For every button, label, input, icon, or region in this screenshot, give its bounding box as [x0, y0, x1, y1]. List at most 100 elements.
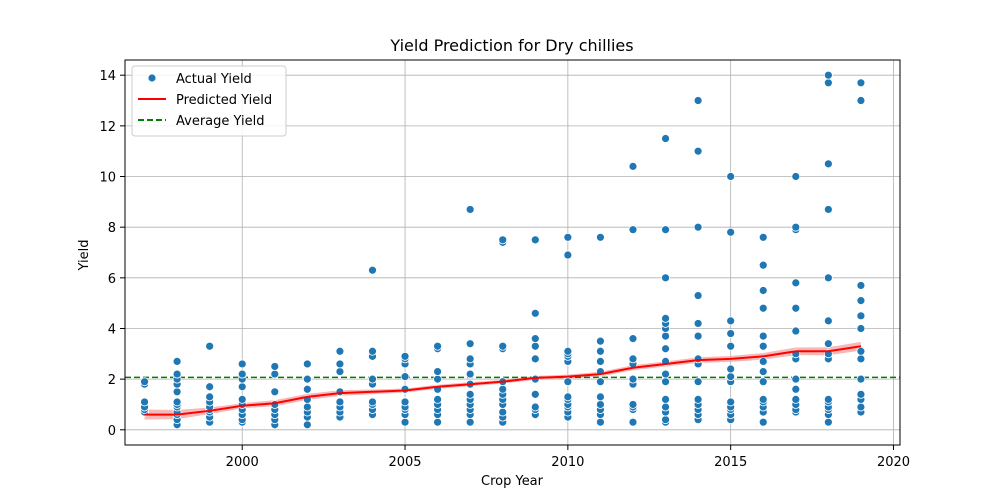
- actual-yield-point: [237, 369, 247, 379]
- actual-yield-point: [335, 346, 345, 356]
- actual-yield-points: [140, 70, 866, 430]
- actual-yield-point: [661, 134, 670, 143]
- actual-yield-point: [791, 222, 801, 232]
- actual-yield-point: [758, 232, 768, 242]
- actual-yield-point: [758, 377, 768, 387]
- legend-label-average-yield: Average Yield: [176, 114, 264, 129]
- actual-yield-point: [172, 397, 182, 407]
- actual-yield-point: [856, 96, 866, 105]
- actual-yield-point: [856, 402, 866, 412]
- predicted-yield-line-group: [144, 345, 862, 416]
- actual-yield-point: [726, 329, 736, 338]
- actual-yield-point: [661, 313, 670, 323]
- actual-yield-point: [856, 346, 866, 356]
- actual-yield-point: [335, 387, 345, 397]
- actual-yield-point: [465, 389, 475, 399]
- actual-yield-point: [693, 291, 703, 300]
- actual-yield-point: [530, 389, 540, 399]
- actual-yield-point: [823, 395, 833, 404]
- actual-yield-point: [758, 395, 768, 404]
- actual-yield-point: [693, 331, 703, 341]
- actual-yield-point: [465, 205, 475, 214]
- actual-yield-point: [368, 374, 377, 384]
- actual-yield-point: [693, 319, 703, 328]
- actual-yield-point: [563, 250, 573, 260]
- actual-yield-point: [335, 359, 345, 369]
- actual-yield-point: [205, 341, 215, 351]
- actual-yield-point: [726, 397, 736, 407]
- legend-marker-actual-yield: [147, 73, 157, 83]
- actual-yield-point: [596, 377, 605, 387]
- actual-yield-point: [661, 344, 670, 354]
- y-tick-label: 4: [108, 322, 116, 337]
- x-tick-label: 2015: [714, 455, 747, 470]
- actual-yield-point: [823, 417, 833, 427]
- predicted-yield-line: [144, 345, 862, 416]
- actual-yield-point: [726, 172, 736, 181]
- actual-yield-point: [628, 334, 638, 344]
- x-axis-ticks: 2000 2005 2010 2015 2020: [226, 445, 910, 470]
- actual-yield-point: [791, 384, 801, 394]
- actual-yield-point: [302, 384, 312, 394]
- actual-yield-point: [726, 372, 736, 382]
- actual-yield-point: [856, 389, 866, 399]
- actual-yield-point: [758, 417, 768, 427]
- actual-yield-point: [140, 377, 149, 387]
- actual-yield-point: [823, 273, 833, 283]
- actual-yield-point: [596, 392, 605, 402]
- actual-yield-point: [726, 316, 736, 326]
- actual-yield-point: [726, 227, 736, 237]
- actual-yield-point: [237, 359, 247, 369]
- actual-yield-point: [498, 407, 508, 417]
- y-tick-label: 0: [108, 424, 116, 439]
- y-tick-label: 6: [108, 272, 116, 287]
- legend-box: [131, 65, 287, 137]
- x-axis-label: Crop Year: [481, 474, 544, 489]
- y-axis-ticks: 0 2 4 6 8 10 12 14: [99, 69, 125, 439]
- actual-yield-point: [433, 374, 443, 384]
- actual-yield-point: [661, 369, 670, 379]
- actual-yield-point: [302, 374, 312, 384]
- actual-yield-point: [726, 364, 736, 374]
- y-tick-label: 10: [99, 171, 116, 186]
- actual-yield-point: [270, 362, 280, 371]
- actual-yield-point: [465, 339, 475, 349]
- actual-yield-point: [368, 346, 377, 356]
- actual-yield-point: [856, 281, 866, 290]
- actual-yield-point: [823, 159, 833, 169]
- actual-yield-point: [400, 397, 410, 407]
- actual-yield-point: [530, 402, 540, 412]
- actual-yield-point: [368, 265, 377, 275]
- actual-yield-point: [433, 367, 443, 376]
- actual-yield-point: [628, 417, 638, 427]
- actual-yield-point: [335, 367, 345, 376]
- actual-yield-point: [758, 303, 768, 313]
- actual-yield-point: [823, 70, 833, 80]
- actual-yield-point: [400, 351, 410, 361]
- actual-yield-point: [693, 395, 703, 404]
- actual-yield-point: [596, 232, 605, 242]
- actual-yield-point: [596, 357, 605, 366]
- plot-frame: [124, 59, 901, 446]
- actual-yield-point: [530, 341, 540, 351]
- actual-yield-point: [791, 172, 801, 181]
- y-tick-label: 12: [99, 120, 116, 135]
- actual-yield-point: [563, 346, 573, 356]
- actual-yield-point: [856, 374, 866, 384]
- actual-yield-point: [530, 334, 540, 344]
- actual-yield-point: [693, 377, 703, 387]
- actual-yield-point: [726, 341, 736, 351]
- actual-yield-point: [791, 326, 801, 336]
- actual-yield-point: [400, 417, 410, 427]
- actual-yield-point: [823, 339, 833, 349]
- actual-yield-point: [856, 78, 866, 88]
- actual-yield-point: [530, 308, 540, 318]
- y-axis-label: Yield: [77, 240, 92, 272]
- actual-yield-point: [433, 341, 443, 351]
- actual-yield-point: [270, 387, 280, 397]
- actual-yield-point: [335, 397, 345, 407]
- actual-yield-point: [172, 387, 182, 397]
- actual-yield-point: [400, 372, 410, 382]
- actual-yield-point: [693, 146, 703, 156]
- actual-yield-point: [856, 311, 866, 321]
